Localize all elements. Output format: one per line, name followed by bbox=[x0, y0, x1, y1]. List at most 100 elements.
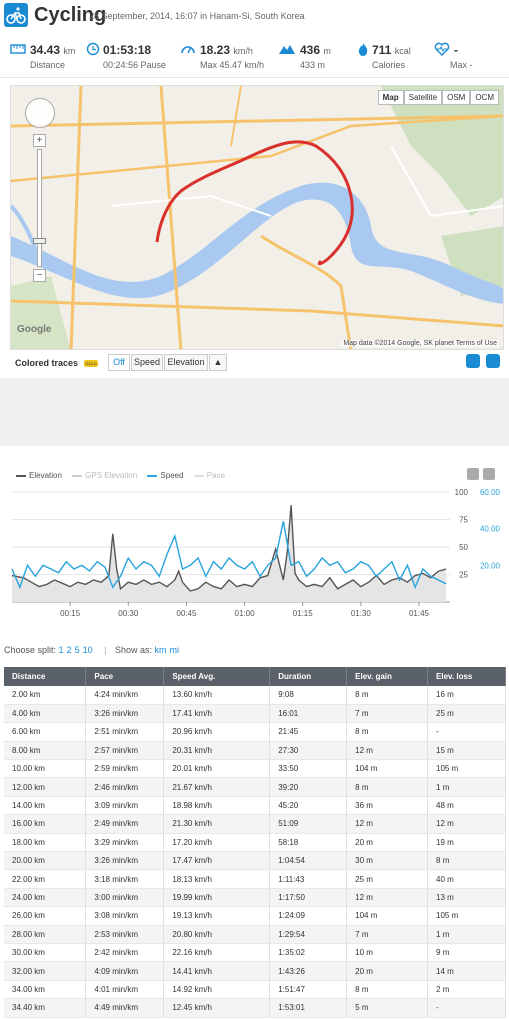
table-cell: 19 m bbox=[427, 833, 506, 853]
x-tick-label: 00:15 bbox=[60, 609, 81, 618]
table-cell: 16.00 km bbox=[4, 814, 87, 834]
bicycle-icon bbox=[4, 3, 28, 27]
table-cell: 16 m bbox=[427, 686, 506, 705]
column-header[interactable]: Pace bbox=[85, 667, 165, 686]
table-cell: 13 m bbox=[427, 888, 506, 908]
table-cell: 17.20 km/h bbox=[163, 833, 271, 853]
elevation-speed-chart[interactable]: 100 75 50 25 60.00 40.00 20.00 00:15 00:30 00:45 0… bbox=[0, 486, 509, 620]
table-cell: 3:00 min/km bbox=[85, 888, 165, 908]
settings-gear-icon[interactable] bbox=[466, 354, 480, 368]
x-tick-label: 01:00 bbox=[235, 609, 256, 618]
map-zoom-control[interactable]: + − bbox=[33, 134, 46, 284]
zoom-slider-thumb[interactable] bbox=[33, 238, 46, 244]
stat-heart-rate-max: Max - bbox=[450, 60, 473, 70]
map-pan-control[interactable] bbox=[25, 98, 55, 128]
route-map[interactable]: + − Map Satellite OSM OCM Google Map dat… bbox=[10, 85, 504, 350]
table-cell: 34.40 km bbox=[4, 998, 87, 1018]
table-cell: 14.00 km bbox=[4, 796, 87, 816]
table-cell: 4.00 km bbox=[4, 704, 87, 724]
table-cell: 18.98 km/h bbox=[163, 796, 271, 816]
table-row: 2.00 km 4:24 min/km 13.60 km/h 9:08 8 m 16 m bbox=[4, 686, 506, 705]
table-cell: 8 m bbox=[346, 980, 429, 1000]
stat-elevation-value: 436 bbox=[300, 43, 321, 57]
split-option-1[interactable]: 1 bbox=[58, 645, 64, 655]
trace-option-off[interactable]: Off bbox=[108, 354, 130, 371]
table-cell: 32.00 km bbox=[4, 961, 87, 981]
trace-option-elevation[interactable]: Elevation bbox=[164, 354, 208, 371]
fullscreen-icon[interactable] bbox=[486, 354, 500, 368]
google-logo: Google bbox=[17, 324, 52, 335]
table-row: 30.00 km 2:42 min/km 22.16 km/h 1:35:02 10 m… bbox=[4, 943, 506, 963]
zoom-out-button[interactable]: − bbox=[33, 269, 46, 282]
trace-option-speed[interactable]: Speed bbox=[131, 354, 163, 371]
legend-gps-elevation[interactable]: GPS Elevation bbox=[72, 471, 137, 480]
table-cell: 30.00 km bbox=[4, 943, 87, 963]
zoom-slider[interactable] bbox=[33, 149, 46, 267]
table-cell: 18.13 km/h bbox=[163, 869, 271, 889]
table-cell: 10 m bbox=[346, 943, 429, 963]
table-cell: 26.00 km bbox=[4, 906, 87, 926]
column-header[interactable]: Speed Avg. bbox=[163, 667, 271, 686]
table-cell: 20 m bbox=[346, 961, 429, 981]
table-cell: 3:08 min/km bbox=[85, 906, 165, 926]
table-cell: 1:35:02 bbox=[269, 943, 348, 963]
table-row: 6.00 km 2:51 min/km 20.96 km/h 21:45 8 m- bbox=[4, 722, 506, 742]
table-cell: 25 m bbox=[346, 869, 429, 889]
chart-legend: Elevation GPS Elevation Speed Pace bbox=[16, 471, 233, 480]
split-option-10[interactable]: 10 bbox=[82, 645, 93, 655]
table-cell: 10.00 km bbox=[4, 759, 87, 779]
show-as-label: Show as: bbox=[114, 645, 153, 655]
table-cell: 104 m bbox=[346, 906, 429, 926]
map-type-satellite[interactable]: Satellite bbox=[403, 90, 443, 105]
column-header[interactable]: Duration bbox=[269, 667, 348, 686]
split-option-5[interactable]: 5 bbox=[74, 645, 80, 655]
gold-badge: GOLD bbox=[84, 360, 98, 367]
elevation-area bbox=[12, 505, 447, 602]
legend-pace-label: Pace bbox=[206, 471, 226, 480]
speed-line bbox=[11, 521, 447, 590]
table-cell: 14.92 km/h bbox=[163, 980, 271, 1000]
table-row: 20.00 km 3:26 min/km 17.47 km/h 1:04:54 30 m… bbox=[4, 851, 506, 871]
table-cell: 8 m bbox=[346, 686, 429, 705]
table-cell: 1 m bbox=[427, 925, 506, 944]
splits-table: Distance Pace Speed Avg. Duration Elev. gain… bbox=[4, 667, 506, 1018]
stat-calories-label: Calories bbox=[372, 60, 406, 70]
x-tick-label: 01:45 bbox=[409, 609, 430, 618]
table-cell: 20 m bbox=[346, 833, 429, 853]
table-cell: 8 m bbox=[346, 777, 429, 797]
table-cell: 14 m bbox=[427, 961, 506, 981]
legend-elevation[interactable]: Elevation bbox=[16, 471, 62, 480]
table-cell: 3:29 min/km bbox=[85, 833, 165, 853]
split-option-2[interactable]: 2 bbox=[66, 645, 72, 655]
split-controls: Choose split: 1 2 5 10 | Show as: km mi bbox=[4, 645, 182, 655]
choose-split-label: Choose split: bbox=[4, 645, 57, 655]
unit-option-mi[interactable]: mi bbox=[169, 645, 180, 655]
column-header[interactable]: Elev. loss bbox=[427, 667, 506, 686]
table-cell: 1:24:09 bbox=[269, 906, 348, 926]
map-type-map[interactable]: Map bbox=[377, 90, 404, 105]
left-axis-tick-label: 75 bbox=[459, 516, 468, 525]
table-cell: 2:46 min/km bbox=[85, 777, 165, 797]
table-cell: 2:57 min/km bbox=[85, 741, 165, 761]
table-cell: 2:49 min/km bbox=[85, 814, 165, 834]
trace-dropdown-button[interactable]: ▲ bbox=[209, 354, 227, 371]
left-axis-tick-label: 50 bbox=[459, 543, 468, 552]
stat-duration-value: 01:53:18 bbox=[103, 43, 152, 57]
map-credit[interactable]: Map data ©2014 Google, SK planet Terms o… bbox=[341, 340, 499, 347]
table-cell: 28.00 km bbox=[4, 925, 87, 944]
download-icon[interactable] bbox=[483, 468, 495, 480]
map-type-osm[interactable]: OSM bbox=[442, 90, 471, 105]
legend-pace[interactable]: Pace bbox=[193, 471, 226, 480]
legend-speed[interactable]: Speed bbox=[147, 471, 184, 480]
zoom-in-button[interactable]: + bbox=[33, 134, 46, 147]
column-header[interactable]: Distance bbox=[4, 667, 87, 686]
stat-calories-unit: kcal bbox=[394, 46, 411, 56]
unit-option-km[interactable]: km bbox=[154, 645, 167, 655]
column-header[interactable]: Elev. gain bbox=[346, 667, 429, 686]
map-type-ocm[interactable]: OCM bbox=[470, 90, 499, 105]
table-cell: 6.00 km bbox=[4, 722, 87, 742]
table-cell: 34.00 km bbox=[4, 980, 87, 1000]
print-icon[interactable] bbox=[467, 468, 479, 480]
